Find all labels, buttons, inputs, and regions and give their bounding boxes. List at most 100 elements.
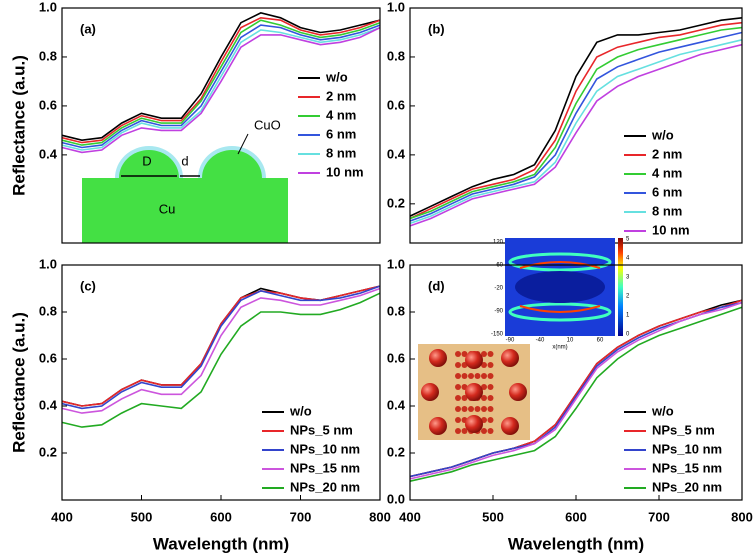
small-particle <box>455 384 461 390</box>
panels: CuO D d Cu 0.4 0.6 0.8 1.0 (a) w/o 2 nm 4 nm 6 nm 8 n… <box>9 0 752 553</box>
small-particle <box>461 395 468 401</box>
inset-y-label: -20 <box>494 286 503 292</box>
small-particle <box>481 428 487 434</box>
legend-label: NPs_5 nm <box>290 422 353 437</box>
cu-particle <box>119 150 262 178</box>
colorbar-label: 4 <box>626 256 630 262</box>
legend-label: NPs_15 nm <box>652 460 722 475</box>
colorbar-label: 5 <box>626 237 630 243</box>
small-particle <box>461 428 468 434</box>
series-line <box>61 16 381 144</box>
cu-block <box>82 178 288 243</box>
small-particle <box>455 395 461 401</box>
series-line <box>409 306 743 482</box>
small-particle <box>461 373 468 379</box>
y-tick-label: 0.2 <box>387 195 405 210</box>
series-line <box>61 285 381 407</box>
legend-label: NPs_15 nm <box>290 460 360 475</box>
x-tick-label: 700 <box>648 509 670 524</box>
series-line <box>61 26 381 154</box>
y-axis-title: Reflectance (a.u.) <box>9 55 28 196</box>
heat-hot <box>519 261 601 313</box>
plot-frame <box>409 7 743 244</box>
x-axis-title: Wavelength (nm) <box>153 534 289 553</box>
y-tick-label: 0.8 <box>387 303 405 318</box>
colorbar-label: 2 <box>626 294 630 300</box>
legend-label: 4 nm <box>326 107 356 122</box>
big-particle <box>509 383 527 401</box>
series-line <box>61 24 381 149</box>
x-tick-label: 600 <box>210 509 232 524</box>
arrow-cuo <box>237 133 249 155</box>
panel-label: (a) <box>80 21 96 36</box>
heat-band <box>508 252 612 272</box>
y-tick-label: 0.4 <box>39 146 58 161</box>
small-particle <box>474 406 481 412</box>
series-line <box>61 19 381 146</box>
y-tick-label: 0.6 <box>39 97 57 112</box>
small-particle <box>487 373 494 379</box>
small-particle <box>481 351 487 357</box>
small-particle <box>487 417 494 423</box>
x-tick-label: 800 <box>369 509 391 524</box>
x-tick-label: 700 <box>290 509 312 524</box>
y-tick-label: 0.4 <box>387 146 406 161</box>
y-tick-label: 1.0 <box>39 0 57 14</box>
y-tick-label: 0.4 <box>387 397 406 412</box>
legend-label: NPs_5 nm <box>652 422 715 437</box>
legend-label: NPs_10 nm <box>290 441 360 456</box>
plot-frame <box>61 264 381 501</box>
colorbar-label: 0 <box>626 332 630 338</box>
small-particle <box>455 373 461 379</box>
panel-label: (c) <box>80 278 96 293</box>
legend-label: w/o <box>651 403 674 418</box>
x-tick-label: 600 <box>565 509 587 524</box>
inset-x-label: -40 <box>536 338 545 344</box>
heat-core <box>515 271 605 303</box>
legend-label: 6 nm <box>326 126 356 141</box>
big-particle <box>501 417 519 435</box>
y-axis-title: Reflectance (a.u.) <box>9 312 28 453</box>
small-particle <box>461 406 468 412</box>
inset-x-label: -90 <box>506 338 515 344</box>
y-tick-label: 0.8 <box>39 303 57 318</box>
series-line <box>409 17 743 217</box>
y-tick-label: 0.2 <box>387 444 405 459</box>
colorbar <box>618 238 623 336</box>
series-line <box>61 292 381 428</box>
heat-band <box>508 302 612 322</box>
series-line <box>409 26 743 220</box>
small-particle <box>487 395 494 401</box>
x-axis-title: Wavelength (nm) <box>508 534 644 553</box>
legend-label: 4 nm <box>652 165 682 180</box>
y-tick-label: 0.4 <box>39 397 58 412</box>
small-particle <box>487 406 494 412</box>
big-particle <box>465 383 483 401</box>
legend-label: 8 nm <box>326 145 356 160</box>
y-tick-label: 0.8 <box>39 48 57 63</box>
panel: CuO D d Cu 0.4 0.6 0.8 1.0 (a) w/o 2 nm 4 nm 6 nm 8 n… <box>9 0 381 244</box>
inset-x-label: 10 <box>567 338 574 344</box>
inset-y-label: -90 <box>494 309 503 315</box>
y-tick-label: 0.0 <box>387 491 405 506</box>
small-particle <box>455 351 461 357</box>
legend-label: 6 nm <box>652 184 682 199</box>
inset-label: Cu <box>159 201 176 216</box>
panel: 0.2 0.4 0.6 0.8 1.0 400 500 600 700 800 (c) w/o NPs_… <box>9 256 390 553</box>
inset-x-title: x(nm) <box>552 345 567 351</box>
series-line <box>409 21 743 220</box>
small-particle <box>468 406 474 412</box>
big-particle <box>429 417 447 435</box>
small-particle <box>487 362 494 368</box>
big-particle <box>421 383 439 401</box>
legend-label: 10 nm <box>326 164 364 179</box>
series-line <box>61 285 381 410</box>
small-particle <box>474 373 481 379</box>
series-line <box>409 31 743 222</box>
small-particle <box>487 351 494 357</box>
panel-label: (d) <box>428 278 445 293</box>
inset-label: CuO <box>254 117 281 132</box>
legend-label: w/o <box>325 69 348 84</box>
series-line <box>61 26 381 151</box>
